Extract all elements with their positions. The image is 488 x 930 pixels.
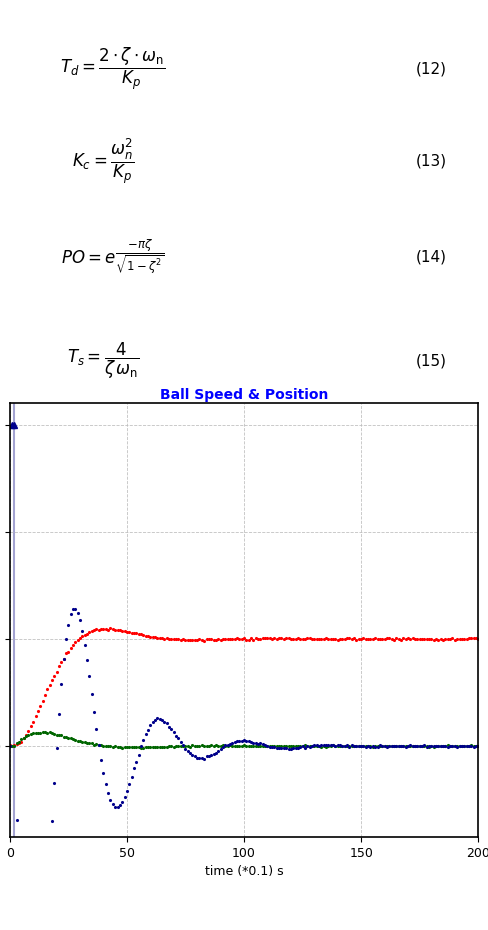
- Text: $K_c = \dfrac{\omega_n^2}{K_p}$: $K_c = \dfrac{\omega_n^2}{K_p}$: [72, 136, 135, 186]
- Text: (14): (14): [416, 249, 447, 264]
- Text: $PO = e^{\dfrac{-\pi\zeta}{\sqrt{1-\zeta^2}}}$: $PO = e^{\dfrac{-\pi\zeta}{\sqrt{1-\zeta…: [61, 238, 164, 276]
- X-axis label: time (*0.1) s: time (*0.1) s: [204, 865, 284, 878]
- Text: $T_d = \dfrac{2\cdot\zeta\cdot\omega_\mathrm{n}}{K_p}$: $T_d = \dfrac{2\cdot\zeta\cdot\omega_\ma…: [60, 46, 165, 92]
- Text: $T_s = \dfrac{4}{\zeta\,\omega_\mathrm{n}}$: $T_s = \dfrac{4}{\zeta\,\omega_\mathrm{n…: [67, 340, 140, 381]
- Text: (12): (12): [416, 61, 447, 76]
- Text: (15): (15): [416, 353, 447, 368]
- Title: Ball Speed & Position: Ball Speed & Position: [160, 388, 328, 402]
- Text: (13): (13): [416, 153, 447, 168]
